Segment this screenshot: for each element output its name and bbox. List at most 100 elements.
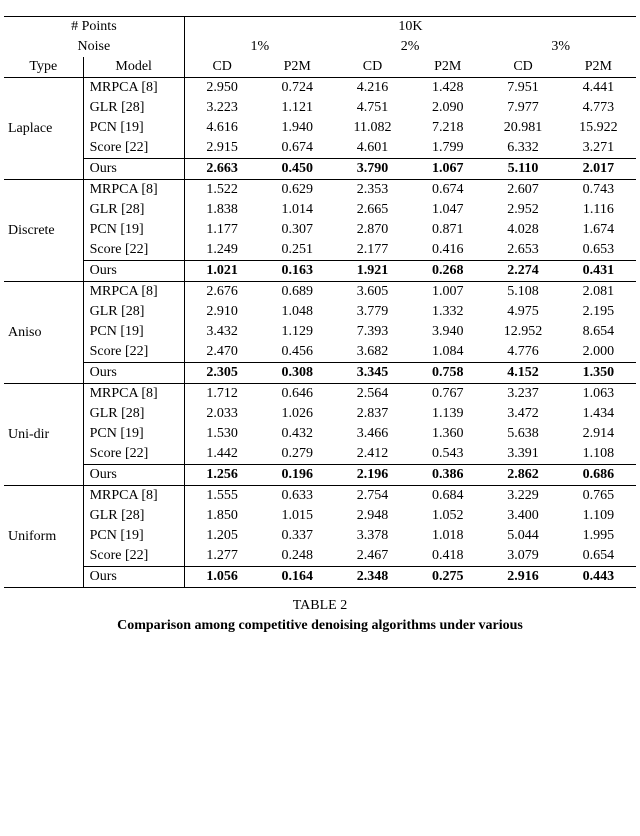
value-cell: 1.014: [260, 200, 335, 220]
table-row: GLR [28]1.8381.0142.6651.0472.9521.116: [4, 200, 636, 220]
value-cell: 1.350: [561, 363, 636, 384]
value-cell: 3.391: [485, 444, 560, 465]
value-cell: 1.109: [561, 506, 636, 526]
noise-level-2: 3%: [485, 37, 636, 57]
value-cell: 2.914: [561, 424, 636, 444]
value-cell: 7.218: [410, 118, 485, 138]
value-cell: 0.164: [260, 567, 335, 588]
value-cell: 2.653: [485, 240, 560, 261]
value-cell: 2.948: [335, 506, 410, 526]
value-cell: 0.268: [410, 261, 485, 282]
value-cell: 4.216: [335, 78, 410, 99]
value-cell: 1.021: [184, 261, 259, 282]
model-cell: GLR [28]: [83, 506, 184, 526]
value-cell: 8.654: [561, 322, 636, 342]
table-row: AnisoMRPCA [8]2.6760.6893.6051.0075.1082…: [4, 282, 636, 303]
points-label: # Points: [4, 17, 184, 38]
value-cell: 1.084: [410, 342, 485, 363]
caption-text: Comparison among competitive denoising a…: [4, 616, 636, 636]
value-cell: 1.205: [184, 526, 259, 546]
type-label: Type: [4, 57, 83, 78]
value-cell: 4.975: [485, 302, 560, 322]
value-cell: 3.779: [335, 302, 410, 322]
value-cell: 2.915: [184, 138, 259, 159]
value-cell: 1.838: [184, 200, 259, 220]
type-cell: Discrete: [4, 180, 83, 282]
value-cell: 11.082: [335, 118, 410, 138]
value-cell: 2.196: [335, 465, 410, 486]
table-row-ours: Ours1.0210.1631.9210.2682.2740.431: [4, 261, 636, 282]
model-cell: Ours: [83, 159, 184, 180]
value-cell: 1.555: [184, 486, 259, 507]
value-cell: 0.450: [260, 159, 335, 180]
value-cell: 1.177: [184, 220, 259, 240]
value-cell: 2.090: [410, 98, 485, 118]
value-cell: 0.431: [561, 261, 636, 282]
value-cell: 0.629: [260, 180, 335, 201]
value-cell: 4.441: [561, 78, 636, 99]
table-row: GLR [28]2.0331.0262.8371.1393.4721.434: [4, 404, 636, 424]
value-cell: 1.116: [561, 200, 636, 220]
value-cell: 3.682: [335, 342, 410, 363]
value-cell: 2.348: [335, 567, 410, 588]
model-cell: Ours: [83, 261, 184, 282]
value-cell: 0.767: [410, 384, 485, 405]
noise-level-0: 1%: [184, 37, 335, 57]
value-cell: 20.981: [485, 118, 560, 138]
noise-level-1: 2%: [335, 37, 486, 57]
type-cell: Uni-dir: [4, 384, 83, 486]
value-cell: 3.790: [335, 159, 410, 180]
value-cell: 1.799: [410, 138, 485, 159]
value-cell: 1.129: [260, 322, 335, 342]
value-cell: 1.712: [184, 384, 259, 405]
model-cell: Score [22]: [83, 342, 184, 363]
value-cell: 7.951: [485, 78, 560, 99]
value-cell: 2.916: [485, 567, 560, 588]
value-cell: 0.248: [260, 546, 335, 567]
value-cell: 5.044: [485, 526, 560, 546]
table-row: DiscreteMRPCA [8]1.5220.6292.3530.6742.6…: [4, 180, 636, 201]
metric-p2m-0: P2M: [260, 57, 335, 78]
value-cell: 1.139: [410, 404, 485, 424]
metric-cd-1: CD: [335, 57, 410, 78]
model-cell: GLR [28]: [83, 98, 184, 118]
value-cell: 0.765: [561, 486, 636, 507]
value-cell: 2.000: [561, 342, 636, 363]
type-cell: Uniform: [4, 486, 83, 588]
value-cell: 3.940: [410, 322, 485, 342]
value-cell: 0.418: [410, 546, 485, 567]
table-row-ours: Ours1.2560.1962.1960.3862.8620.686: [4, 465, 636, 486]
value-cell: 0.308: [260, 363, 335, 384]
value-cell: 7.393: [335, 322, 410, 342]
table-row: GLR [28]2.9101.0483.7791.3324.9752.195: [4, 302, 636, 322]
value-cell: 2.870: [335, 220, 410, 240]
model-cell: Ours: [83, 465, 184, 486]
value-cell: 0.724: [260, 78, 335, 99]
type-cell: Laplace: [4, 78, 83, 180]
value-cell: 2.950: [184, 78, 259, 99]
value-cell: 0.386: [410, 465, 485, 486]
value-cell: 2.564: [335, 384, 410, 405]
value-cell: 1.530: [184, 424, 259, 444]
value-cell: 2.837: [335, 404, 410, 424]
value-cell: 3.378: [335, 526, 410, 546]
model-cell: MRPCA [8]: [83, 180, 184, 201]
value-cell: 2.305: [184, 363, 259, 384]
value-cell: 1.026: [260, 404, 335, 424]
points-value: 10K: [184, 17, 636, 38]
value-cell: 4.776: [485, 342, 560, 363]
value-cell: 1.047: [410, 200, 485, 220]
value-cell: 2.676: [184, 282, 259, 303]
value-cell: 0.196: [260, 465, 335, 486]
value-cell: 3.472: [485, 404, 560, 424]
value-cell: 3.605: [335, 282, 410, 303]
value-cell: 1.522: [184, 180, 259, 201]
model-cell: Score [22]: [83, 138, 184, 159]
model-cell: MRPCA [8]: [83, 78, 184, 99]
value-cell: 2.177: [335, 240, 410, 261]
model-cell: GLR [28]: [83, 200, 184, 220]
value-cell: 4.751: [335, 98, 410, 118]
noise-label: Noise: [4, 37, 184, 57]
model-cell: MRPCA [8]: [83, 282, 184, 303]
value-cell: 1.332: [410, 302, 485, 322]
